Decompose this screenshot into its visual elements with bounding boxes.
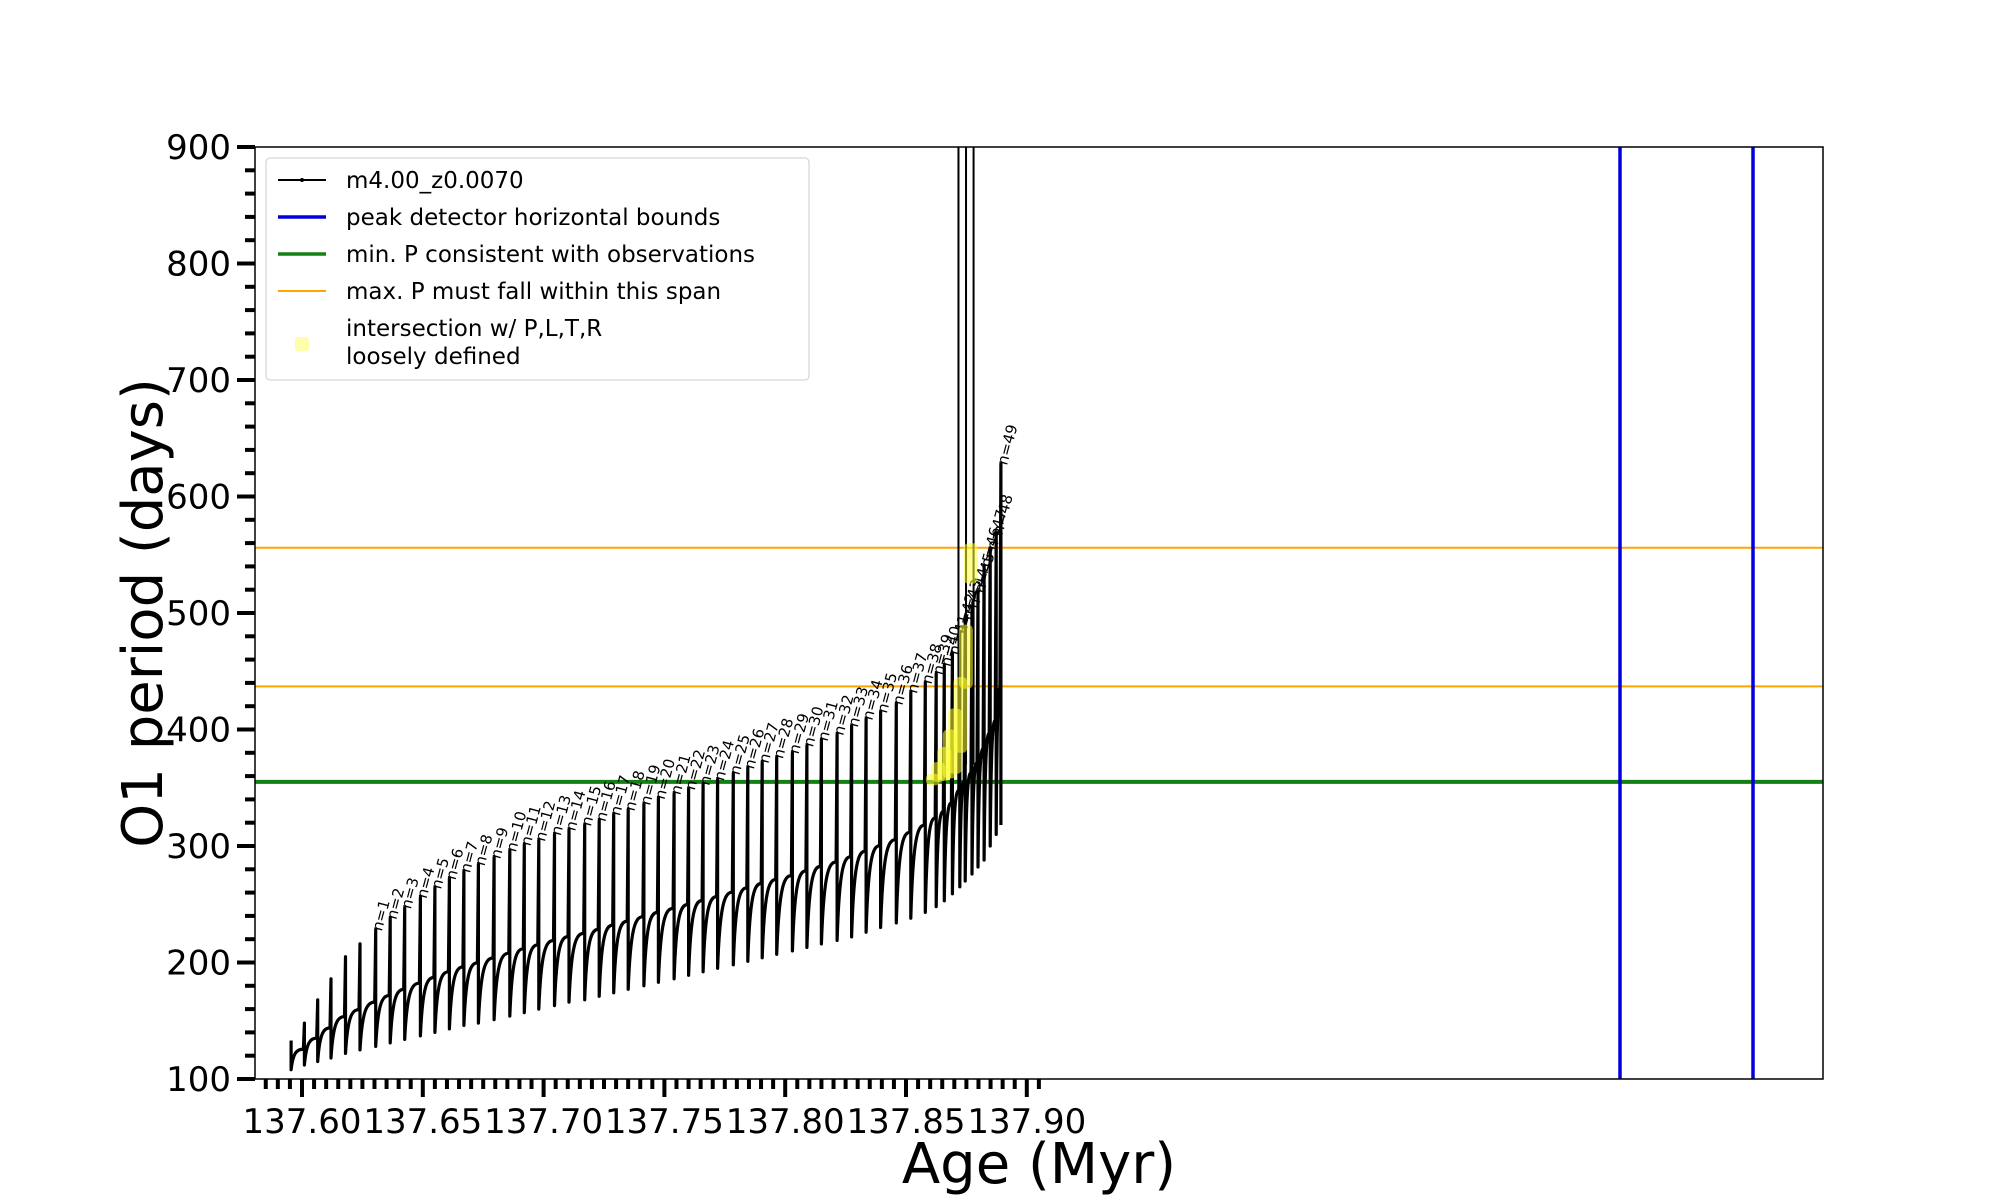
x-tick-label: 137.70	[484, 1102, 603, 1142]
series-m4-line: n=1n=2n=3n=4n=5n=6n=7n=8n=9n=10n=11n=12n…	[289, 147, 1021, 1072]
intersection-marker	[958, 624, 973, 689]
y-tick-label: 700	[166, 361, 231, 401]
legend-label-peak-bounds: peak detector horizontal bounds	[346, 205, 720, 231]
x-tick-label: 137.75	[605, 1102, 724, 1142]
pulse-label: n=48	[989, 492, 1017, 536]
plot-content: n=1n=2n=3n=4n=5n=6n=7n=8n=9n=10n=11n=12n…	[255, 147, 1823, 1079]
x-tick-label: 137.90	[967, 1102, 1086, 1142]
y-tick-label: 400	[166, 711, 231, 751]
legend-swatch-intersection	[295, 337, 309, 351]
y-tick-label: 600	[166, 478, 231, 518]
legend-label-series: m4.00_z0.0070	[346, 168, 524, 194]
y-tick-label: 300	[166, 827, 231, 867]
x-axis-title: Age (Myr)	[902, 1132, 1176, 1197]
x-tick-label: 137.65	[363, 1102, 482, 1142]
x-tick-label: 137.60	[243, 1102, 362, 1142]
y-axis: 100 200 300 400 500 600 700 800 900	[166, 128, 255, 1100]
y-tick-label: 200	[166, 944, 231, 984]
y-tick-label: 900	[166, 128, 231, 168]
legend-label-intersection-line2: loosely defined	[346, 344, 521, 370]
y-axis-title: O1 period (days)	[111, 378, 176, 848]
legend-label-min-p: min. P consistent with observations	[346, 242, 755, 268]
x-tick-label: 137.80	[726, 1102, 845, 1142]
x-tick-label: 137.85	[847, 1102, 966, 1142]
y-tick-label: 100	[166, 1060, 231, 1100]
legend-label-intersection: intersection w/ P,L,T,R	[346, 316, 602, 342]
legend-box	[265, 157, 810, 381]
intersection-marker	[953, 677, 968, 753]
pulse-label: n=49	[993, 423, 1021, 467]
legend-label-max-p: max. P must fall within this span	[346, 279, 721, 305]
intersection-marker	[963, 543, 978, 584]
y-tick-label: 800	[166, 245, 231, 285]
legend: m4.00_z0.0070 peak detector horizontal b…	[265, 157, 810, 381]
x-axis: 137.60 137.65 137.70 137.75 137.80 137.85 137.…	[243, 1079, 1086, 1142]
legend-swatch-series-marker	[300, 178, 304, 182]
y-tick-label: 500	[166, 594, 231, 634]
